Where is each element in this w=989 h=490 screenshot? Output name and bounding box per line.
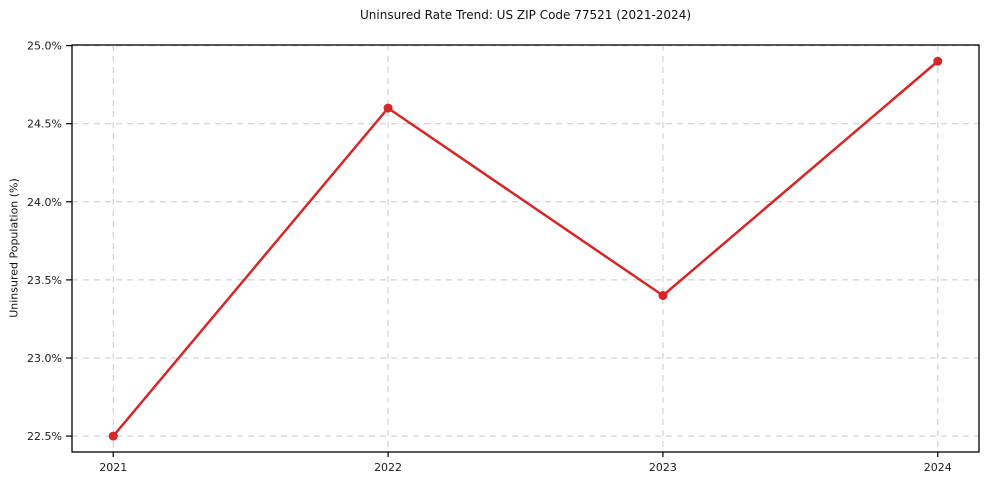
y-tick-label: 23.5% (27, 274, 62, 287)
x-tick-label: 2023 (649, 461, 677, 474)
trend-line (112, 60, 939, 437)
data-point-marker (108, 431, 118, 441)
y-tick-label: 22.5% (27, 430, 62, 443)
chart-title: Uninsured Rate Trend: US ZIP Code 77521 … (359, 8, 692, 22)
data-point-marker (383, 103, 393, 113)
y-tick-label: 23.0% (27, 352, 62, 365)
y-tick-label: 25.0% (27, 40, 62, 53)
x-tick-label: 2022 (374, 461, 402, 474)
data-point-marker (933, 56, 943, 66)
plot-border (71, 44, 980, 453)
y-tick-label: 24.0% (27, 196, 62, 209)
data-point-marker (658, 291, 668, 301)
x-tick-label: 2024 (924, 461, 952, 474)
x-tick-label: 2021 (99, 461, 127, 474)
y-tick-label: 24.5% (27, 118, 62, 131)
